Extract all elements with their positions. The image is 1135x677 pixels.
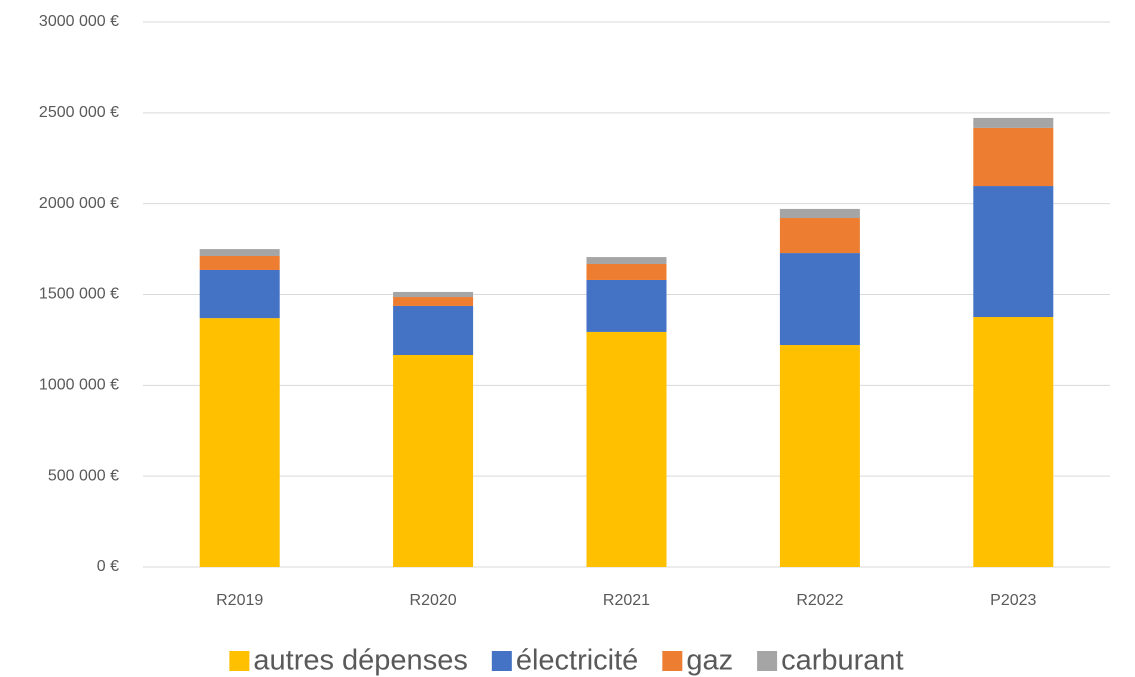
- bar-segment: [393, 297, 474, 306]
- bar-segment: [779, 345, 860, 567]
- legend-swatch: [229, 651, 250, 671]
- bar-segment: [199, 269, 280, 319]
- y-tick-label: 500 000 €: [48, 467, 119, 484]
- bar-segment: [973, 117, 1054, 128]
- legend-label: électricité: [516, 645, 639, 677]
- bar-segment: [973, 127, 1054, 187]
- bar-segment: [393, 305, 474, 355]
- legend-label: carburant: [781, 645, 904, 677]
- y-tick-label: 1000 000 €: [39, 377, 119, 394]
- bar-segment: [779, 208, 860, 219]
- y-tick-label: 2000 000 €: [39, 195, 119, 212]
- x-tick-label: R2022: [796, 592, 843, 609]
- x-tick-label: P2023: [990, 592, 1036, 609]
- bar-segment: [973, 317, 1054, 567]
- x-tick-label: R2019: [216, 592, 263, 609]
- bar-segment: [586, 331, 667, 567]
- bar-segment: [779, 253, 860, 346]
- legend-label: gaz: [686, 645, 733, 677]
- bar-segment: [393, 354, 474, 567]
- legend-swatch: [662, 651, 683, 671]
- x-tick-label: R2020: [410, 592, 457, 609]
- y-tick-label: 2500 000 €: [39, 104, 119, 121]
- bar-segment: [779, 218, 860, 254]
- y-tick-label: 1500 000 €: [39, 286, 119, 303]
- bar-segment: [199, 255, 280, 270]
- x-tick-label: R2021: [603, 592, 650, 609]
- bar-segment: [586, 263, 667, 280]
- bar-segment: [586, 279, 667, 332]
- bar-segment: [393, 291, 474, 298]
- bar-segment: [973, 186, 1054, 318]
- bar-segment: [199, 318, 280, 567]
- bar-segment: [199, 249, 280, 256]
- legend-swatch: [491, 651, 512, 671]
- bar-segment: [586, 257, 667, 264]
- y-tick-label: 3000 000 €: [39, 13, 119, 30]
- legend-label: autres dépenses: [253, 645, 467, 677]
- legend-swatch: [757, 651, 778, 671]
- y-tick-label: 0 €: [97, 558, 119, 575]
